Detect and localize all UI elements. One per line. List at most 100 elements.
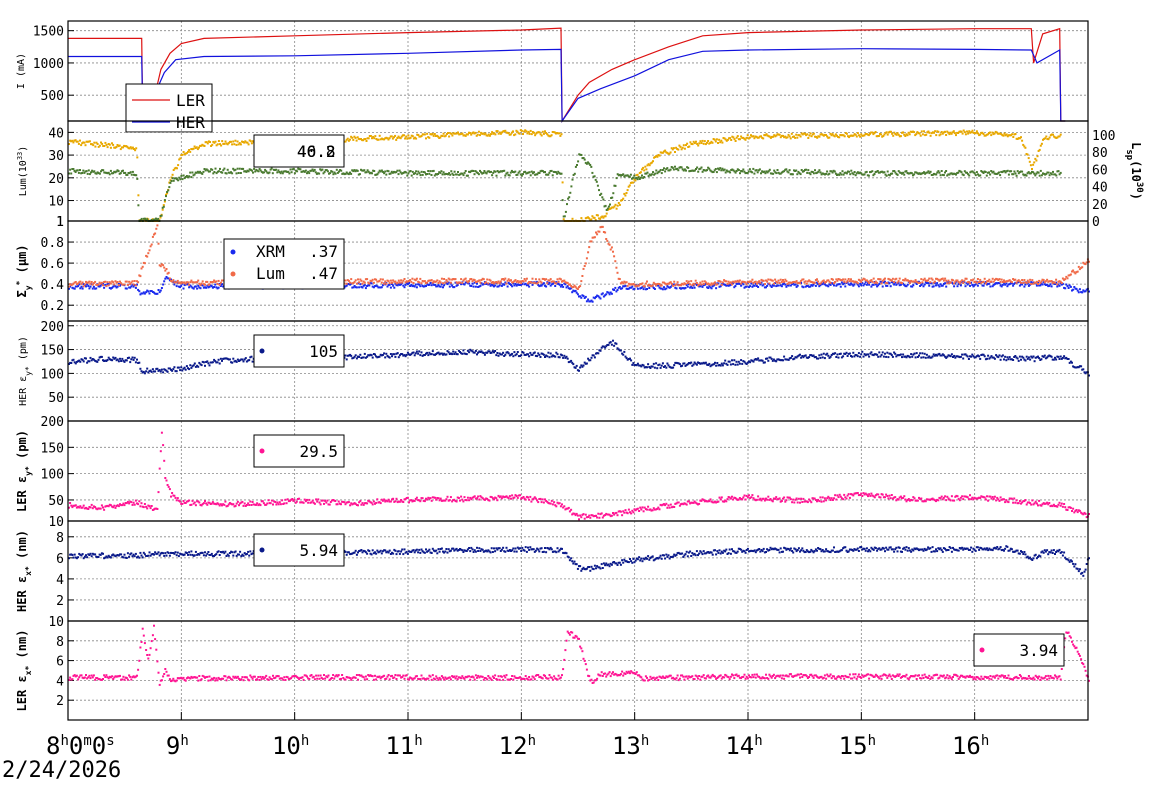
data-point: [81, 286, 83, 288]
data-point: [687, 167, 689, 169]
data-point: [595, 179, 597, 181]
data-point: [681, 166, 683, 168]
data-point: [847, 355, 849, 357]
data-point: [580, 154, 582, 156]
data-point: [961, 171, 963, 173]
data-point: [795, 170, 797, 172]
data-point: [689, 283, 691, 285]
data-point: [358, 281, 360, 283]
data-point: [334, 500, 336, 502]
data-point: [87, 285, 89, 287]
data-point: [296, 170, 298, 172]
data-point: [562, 181, 564, 183]
data-point: [1067, 285, 1069, 287]
data-point: [611, 246, 613, 248]
data-point: [1026, 175, 1028, 177]
data-point: [670, 286, 672, 288]
data-point: [751, 171, 753, 173]
data-point: [1037, 155, 1039, 157]
data-point: [438, 497, 440, 499]
data-point: [612, 340, 614, 342]
data-point: [276, 171, 278, 173]
data-point: [167, 484, 169, 486]
data-point: [702, 171, 704, 173]
data-point: [84, 283, 86, 285]
data-point: [113, 283, 115, 285]
data-point: [144, 262, 146, 264]
data-point: [455, 351, 457, 353]
data-point: [833, 284, 835, 286]
data-point: [730, 364, 732, 366]
data-point: [271, 168, 273, 170]
data-point: [966, 278, 968, 280]
data-point: [795, 134, 797, 136]
data-point: [860, 353, 862, 355]
data-point: [935, 134, 937, 136]
data-point: [248, 143, 250, 145]
data-point: [928, 278, 930, 280]
data-point: [884, 278, 886, 280]
data-point: [711, 287, 713, 289]
data-point: [690, 362, 692, 364]
data-point: [249, 501, 251, 503]
data-point: [740, 285, 742, 287]
data-point: [510, 133, 512, 135]
data-point: [260, 504, 262, 506]
data-point: [92, 144, 94, 146]
data-point: [766, 358, 768, 360]
data-point: [1002, 135, 1004, 137]
data-point: [617, 272, 619, 274]
data-point: [696, 364, 698, 366]
data-point: [948, 280, 950, 282]
data-point: [485, 133, 487, 135]
data-point: [600, 193, 602, 195]
data-point: [107, 359, 109, 361]
data-point: [695, 280, 697, 282]
data-point: [340, 170, 342, 172]
data-point: [135, 361, 137, 363]
data-point: [563, 355, 565, 357]
data-point: [99, 173, 101, 175]
data-point: [243, 505, 245, 507]
data-point: [695, 141, 697, 143]
data-point: [108, 284, 110, 286]
data-point: [645, 168, 647, 170]
data-point: [586, 300, 588, 302]
data-point: [475, 286, 477, 288]
data-point: [929, 281, 931, 283]
data-point: [443, 133, 445, 135]
data-point: [515, 279, 517, 281]
data-point: [490, 280, 492, 282]
data-point: [1029, 359, 1031, 361]
data-point: [852, 352, 854, 354]
data-point: [180, 366, 182, 368]
data-point: [410, 281, 412, 283]
data-point: [177, 497, 179, 499]
data-point: [643, 176, 645, 178]
data-point: [627, 285, 629, 287]
data-point: [701, 167, 703, 169]
data-point: [186, 365, 188, 367]
data-point: [594, 356, 596, 358]
data-point: [317, 498, 319, 500]
data-point: [227, 169, 229, 171]
data-point: [567, 358, 569, 360]
data-point: [158, 491, 160, 493]
data-point: [880, 278, 882, 280]
data-point: [190, 504, 192, 506]
data-point: [146, 507, 148, 509]
data-point: [919, 282, 921, 284]
data-point: [105, 285, 107, 287]
data-point: [529, 352, 531, 354]
data-point: [672, 285, 674, 287]
data-point: [543, 133, 545, 135]
data-point: [296, 501, 298, 503]
data-point: [88, 287, 90, 289]
data-point: [279, 501, 281, 503]
data-point: [767, 360, 769, 362]
data-point: [936, 282, 938, 284]
data-point: [115, 357, 117, 359]
data-point: [151, 505, 153, 507]
data-point: [746, 283, 748, 285]
data-point: [431, 279, 433, 281]
